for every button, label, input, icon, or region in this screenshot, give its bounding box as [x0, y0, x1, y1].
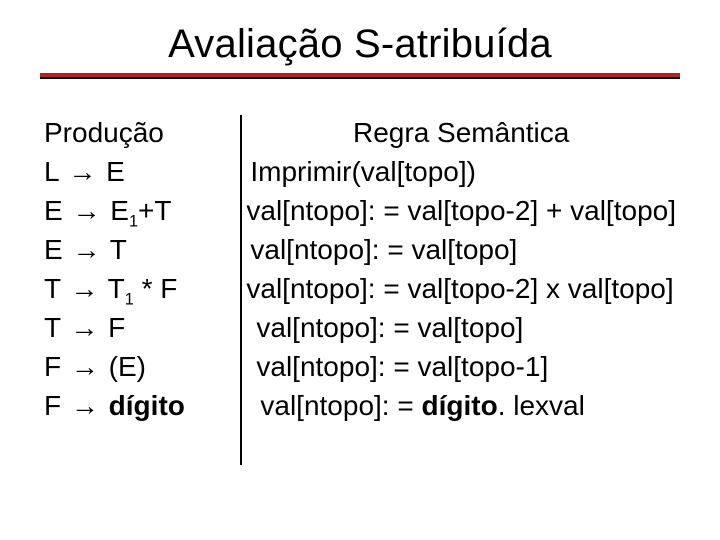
production-cell: T → T1 * F	[40, 271, 241, 310]
semantic-cell: val[ntopo]: = val[topo]	[241, 310, 680, 349]
production-cell: L → E	[40, 154, 241, 193]
header-production: Produção	[40, 115, 241, 154]
header-semantic: Regra Semântica	[241, 115, 680, 154]
table-header-row: Produção Regra Semântica	[40, 115, 680, 154]
semantic-text: val[ntopo]: = val[topo-2] + val[topo]	[246, 195, 676, 226]
table-row: F → dígitoval[ntopo]: = dígito. lexval	[40, 388, 680, 427]
arrow-icon: →	[69, 349, 101, 386]
semantic-cell: val[ntopo]: = val[topo-2] + val[topo]	[241, 193, 680, 232]
table-row: F → (E)val[ntopo]: = val[topo-1]	[40, 349, 680, 388]
table-row: L → EImprimir(val[topo])	[40, 154, 680, 193]
table-row: T → T1 * Fval[ntopo]: = val[topo-2] x va…	[40, 271, 680, 310]
semantic-text: Imprimir(val[topo])	[246, 154, 476, 191]
arrow-icon: →	[69, 388, 101, 425]
semantic-text: val[ntopo]: = val[topo]	[246, 310, 523, 347]
slide: Avaliação S-atribuída Produção Regra Sem…	[0, 0, 720, 540]
table-row: E → Tval[ntopo]: = val[topo]	[40, 232, 680, 271]
production-cell: F → dígito	[40, 388, 241, 427]
semantic-text: val[ntopo]: = val[topo-1]	[246, 349, 548, 386]
semantic-cell: val[ntopo]: = val[topo-1]	[241, 349, 680, 388]
table-row: E → E1+Tval[ntopo]: = val[topo-2] + val[…	[40, 193, 680, 232]
semantic-cell: val[ntopo]: = val[topo-2] x val[topo]	[241, 271, 680, 310]
table-tail-row	[40, 427, 680, 465]
semantic-cell: val[ntopo]: = val[topo]	[241, 232, 680, 271]
semantic-cell: Imprimir(val[topo])	[241, 154, 680, 193]
semantic-text: val[ntopo]: = val[topo-2] x val[topo]	[246, 273, 673, 304]
arrow-icon: →	[70, 232, 102, 269]
production-cell: E → E1+T	[40, 193, 241, 232]
semantic-text: val[ntopo]: = val[topo]	[246, 232, 517, 269]
arrow-icon: →	[66, 154, 98, 191]
semantic-text: val[ntopo]: = dígito. lexval	[246, 388, 584, 425]
arrow-icon: →	[68, 310, 100, 347]
slide-body: Produção Regra Semântica L → EImprimir(v…	[40, 79, 680, 465]
table-row: T → Fval[ntopo]: = val[topo]	[40, 310, 680, 349]
slide-title: Avaliação S-atribuída	[40, 22, 680, 67]
production-cell: F → (E)	[40, 349, 241, 388]
grammar-table: Produção Regra Semântica L → EImprimir(v…	[40, 115, 680, 465]
production-cell: E → T	[40, 232, 241, 271]
production-cell: T → F	[40, 310, 241, 349]
arrow-icon: →	[70, 193, 102, 230]
arrow-icon: →	[68, 271, 100, 308]
semantic-cell: val[ntopo]: = dígito. lexval	[241, 388, 680, 427]
